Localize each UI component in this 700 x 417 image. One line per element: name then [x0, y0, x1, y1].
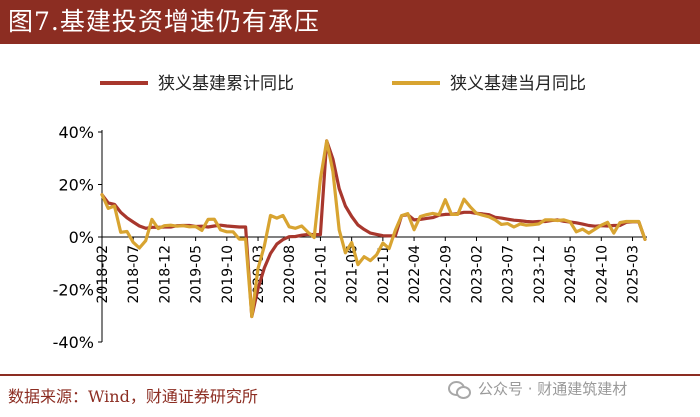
chart-plot-area	[100, 139, 647, 319]
legend-label-2: 狭义基建当月同比	[450, 74, 586, 94]
figure-title: 图7.基建投资增速仍有承压	[8, 7, 320, 36]
y-tick-label: 20%	[58, 176, 94, 195]
legend-label-1: 狭义基建累计同比	[158, 74, 294, 94]
series-line-2	[100, 139, 647, 319]
x-tick-label: 2025-03	[626, 245, 642, 304]
y-tick-label: -40%	[53, 333, 94, 352]
x-tick-label: 2019-05	[189, 245, 205, 304]
x-tick-label: 2018-02	[95, 245, 111, 304]
title-bar: 图7.基建投资增速仍有承压	[0, 0, 700, 44]
x-tick-label: 2021-11	[376, 245, 392, 304]
x-tick-label: 2023-07	[501, 245, 517, 304]
chart-legend: 狭义基建累计同比 狭义基建当月同比	[100, 74, 586, 94]
chart-axes: -40% -20% 0% 20% 40% 2018-02 2018-07 2018-12 201…	[53, 123, 647, 352]
x-tick-label: 2023-12	[532, 245, 548, 304]
y-tick-label: -20%	[53, 281, 94, 300]
x-tick-label: 2018-12	[157, 245, 173, 304]
x-tick-label: 2021-06	[345, 245, 361, 304]
line-chart: 狭义基建累计同比 狭义基建当月同比 -40% -20% 0% 20% 40% 2018-02…	[53, 74, 647, 352]
x-tick-label: 2024-10	[594, 245, 610, 304]
wechat-icon	[448, 379, 472, 399]
x-tick-label: 2021-01	[313, 245, 329, 304]
x-tick-label: 2022-04	[407, 245, 423, 304]
y-tick-label: 40%	[58, 123, 94, 142]
x-tick-label: 2019-10	[220, 245, 236, 304]
x-tick-label: 2023-02	[469, 245, 485, 304]
data-source: 数据来源：Wind，财通证券研究所	[8, 387, 258, 406]
y-tick-label: 0%	[69, 228, 94, 247]
watermark: 公众号 · 财通建筑建材	[448, 378, 627, 399]
x-tick-label: 2020-08	[282, 245, 298, 304]
footer-divider	[0, 374, 700, 376]
x-tick-label: 2024-05	[563, 245, 579, 304]
watermark-text: 公众号 · 财通建筑建材	[478, 380, 628, 398]
x-tick-label: 2022-09	[438, 245, 454, 304]
x-tick-label: 2018-07	[126, 245, 142, 304]
